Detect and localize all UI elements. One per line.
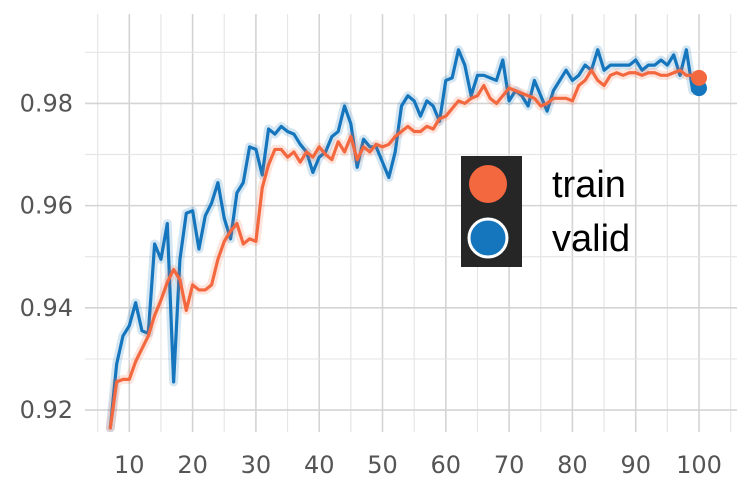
x-axis-tick-labels: 10 20 30 40 50 60 70 80 90 100 [114, 451, 722, 479]
series-train [105, 65, 704, 432]
legend-label-valid: valid [552, 218, 630, 260]
legend-entry-train: train [469, 164, 626, 206]
x-tick-label: 90 [620, 451, 651, 479]
legend-entry-valid: valid [467, 217, 630, 260]
y-tick-label: 0.92 [20, 396, 73, 424]
series-train-end-marker [691, 69, 708, 86]
legend-label-train: train [552, 164, 626, 206]
x-tick-label: 10 [114, 451, 145, 479]
series-valid-line [108, 48, 701, 430]
x-tick-label: 100 [676, 451, 722, 479]
x-tick-label: 20 [177, 451, 208, 479]
x-tick-label: 40 [304, 451, 335, 479]
x-tick-label: 60 [431, 451, 462, 479]
y-tick-label: 0.94 [20, 294, 73, 322]
x-tick-label: 80 [557, 451, 588, 479]
x-tick-label: 50 [367, 451, 398, 479]
y-axis-tick-labels: 0.92 0.94 0.96 0.98 [20, 89, 73, 424]
y-tick-label: 0.96 [20, 192, 73, 220]
y-tick-label: 0.98 [20, 89, 73, 117]
legend: train valid [461, 156, 630, 267]
legend-swatch-valid [467, 217, 509, 259]
x-tick-label: 70 [494, 451, 525, 479]
legend-swatch-train [469, 165, 507, 203]
grid-lines [85, 14, 737, 432]
x-tick-label: 30 [241, 451, 272, 479]
series-valid [105, 45, 704, 432]
series-train-line [108, 68, 701, 430]
series-layer [105, 45, 708, 432]
